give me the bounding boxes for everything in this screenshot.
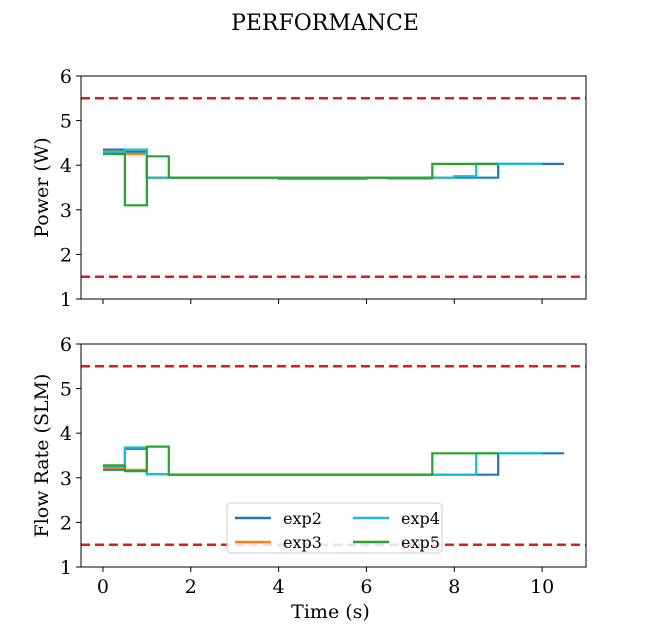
flow-rate-panel: 1 2 3 4 5 6 0 2 4 6 8 10 Flow Rate (SLM) Time (s) exp2… <box>31 334 587 623</box>
x-tick-label: 8 <box>448 576 460 598</box>
legend: exp2 exp3 exp4 exp5 <box>226 502 443 554</box>
y-axis-label: Flow Rate (SLM) <box>31 374 53 538</box>
figure-title: PERFORMANCE <box>231 11 419 36</box>
axes-frame <box>80 75 587 300</box>
y-tick-label: 2 <box>60 512 72 534</box>
legend-label-exp5: exp5 <box>401 533 440 552</box>
y-axis-label: Power (W) <box>31 137 53 237</box>
power-panel: 1 2 3 4 5 6 Power (W) <box>31 66 587 311</box>
x-tick-label: 6 <box>360 576 372 598</box>
x-tick-label: 10 <box>530 576 554 598</box>
y-tick-label: 6 <box>60 334 72 356</box>
legend-label-exp3: exp3 <box>283 533 322 552</box>
y-tick-label: 3 <box>60 200 72 222</box>
axes-frame <box>80 343 587 568</box>
x-tick-label: 4 <box>273 576 285 598</box>
series-line-exp5 <box>103 152 499 207</box>
x-tick-label: 0 <box>97 576 109 598</box>
y-tick-label: 1 <box>60 289 72 311</box>
x-tick-label: 2 <box>185 576 197 598</box>
y-tick-label: 4 <box>60 423 72 445</box>
y-tick-label: 2 <box>60 244 72 266</box>
x-axis-label: Time (s) <box>291 601 370 623</box>
y-tick-label: 3 <box>60 468 72 490</box>
y-tick-label: 4 <box>60 155 72 177</box>
legend-label-exp4: exp4 <box>401 509 440 528</box>
y-tick-label: 5 <box>60 379 72 401</box>
series-line-exp5 <box>103 445 499 476</box>
y-tick-label: 6 <box>60 66 72 88</box>
y-tick-label: 1 <box>60 557 72 579</box>
legend-label-exp2: exp2 <box>283 509 322 528</box>
legend-box <box>226 502 443 554</box>
y-tick-label: 5 <box>60 111 72 133</box>
